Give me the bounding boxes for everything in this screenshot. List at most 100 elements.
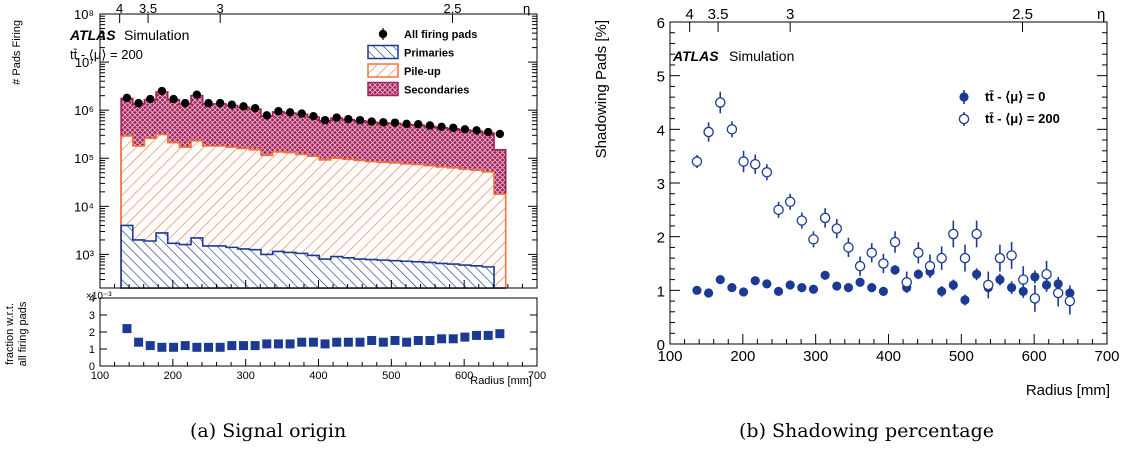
shadowing-point-mu200	[913, 247, 924, 259]
shadowing-point-mu0	[738, 287, 749, 297]
legend-label: All firing pads	[404, 29, 477, 41]
y-tick-label-b: 6	[657, 15, 665, 32]
fraction-point	[495, 329, 505, 339]
shadowing-point-mu200	[819, 212, 831, 224]
legend-label: Primaries	[404, 48, 454, 60]
shadowing-point-mu0	[785, 280, 795, 290]
shadowing-point-mu0	[820, 270, 830, 280]
fraction-ylabel-line1: fraction w.r.t.	[4, 303, 16, 365]
all-firing-pads-point	[472, 126, 481, 135]
shadowing-point-mu0	[972, 269, 982, 279]
radius-xlabel-a: Radius [mm]	[470, 375, 532, 387]
all-firing-pads-point	[367, 117, 376, 126]
all-firing-pads-point	[390, 118, 400, 127]
y-tick-label-b: 3	[657, 176, 665, 193]
shadowing-point-mu200	[1041, 268, 1052, 280]
caption-a: (a) Signal origin	[190, 420, 347, 442]
all-firing-pads-point	[344, 114, 353, 124]
shadowing-point-mu200	[901, 277, 912, 288]
legend-swatch-pile-up	[367, 63, 399, 78]
shadowing-point-mu200	[878, 258, 889, 269]
all-firing-pads-point	[146, 94, 155, 104]
primaries-histogram	[120, 224, 506, 289]
all-firing-pads-point	[204, 98, 213, 108]
fraction-panel: 0 1 2 3 4 100 200 300 400 500 600 700 ×10⁻³ fracti…	[4, 280, 546, 387]
x-tick-label-b: 100	[657, 348, 682, 365]
legend-label: Pile-up	[404, 66, 441, 78]
eta-tick-label: 3.5	[139, 1, 157, 16]
x-tick-label-b: 400	[876, 348, 901, 365]
x-tick-label: 300	[236, 370, 254, 382]
fraction-point	[460, 332, 470, 342]
fraction-point	[122, 324, 132, 334]
eta-axis-b: 4 3.5 3 2.5 η	[685, 6, 1105, 32]
fraction-point	[215, 342, 225, 352]
fraction-point	[402, 337, 412, 347]
all-firing-pads-point	[285, 108, 295, 117]
fraction-point	[320, 339, 330, 349]
shadowing-point-mu200	[784, 196, 796, 208]
y-tick-label-b: 1	[657, 283, 665, 300]
x-tick-label-b: 200	[730, 348, 755, 365]
all-firing-pads-point	[122, 93, 132, 103]
fraction-point	[297, 337, 307, 347]
all-firing-pads-point	[297, 109, 306, 118]
x-axis-ticks-a: 100 200 300 400 500 600 700	[91, 280, 546, 382]
shadowing-point-mu0	[867, 283, 877, 293]
x-tick-label: 700	[528, 370, 546, 382]
top-panel-y-ticks: 10³ 10⁴ 10⁵ 10⁶ 10⁷ 10⁸	[74, 7, 537, 289]
all-firing-pads-point	[495, 129, 505, 139]
shadowing-point-mu200	[959, 252, 971, 264]
all-firing-pads-point	[460, 125, 470, 134]
shadowing-point-mu200	[703, 126, 714, 138]
fraction-point	[472, 330, 482, 340]
eta-tick-label: 3	[217, 1, 224, 16]
fraction-point	[343, 337, 353, 347]
x-tick-label: 100	[91, 370, 109, 382]
pads-firing-ylabel: # Pads Firing	[11, 20, 23, 85]
shadowing-point-mu200	[831, 223, 843, 234]
shadowing-point-mu0	[1030, 272, 1040, 282]
shadowing-point-mu0	[913, 269, 923, 279]
fraction-points	[122, 324, 505, 352]
shadowing-percentage-chart: 100 200 300 400 500 600 700 0 1 2 3 4 5 6 4 3.5 3 2.5 η S…	[593, 6, 1120, 399]
all-firing-pads-point	[169, 94, 178, 104]
fraction-point	[413, 336, 423, 345]
shadowing-point-mu200	[1029, 293, 1041, 304]
bottom-y-tick-label: 0	[89, 361, 95, 373]
shadowing-point-mu200	[936, 252, 947, 264]
top-y-tick-label: 10³	[75, 247, 94, 262]
fraction-point	[425, 336, 435, 345]
legend-marker-mu0	[959, 92, 969, 102]
shadowing-point-mu0	[692, 285, 702, 295]
all-firing-pads-point	[262, 111, 271, 120]
shadowing-point-mu200	[983, 279, 994, 291]
fraction-point	[367, 336, 377, 345]
shadowing-point-mu200	[761, 167, 773, 178]
shadowing-point-mu200	[808, 234, 819, 245]
fraction-point	[250, 341, 260, 351]
all-firing-pads-point	[250, 103, 260, 113]
shadowing-point-mu0	[843, 283, 854, 293]
shadowing-point-mu200	[715, 97, 726, 108]
fraction-point	[134, 337, 144, 347]
shadowing-point-mu200	[1006, 250, 1017, 261]
top-y-tick-label: 10⁶	[74, 103, 94, 118]
fraction-point	[437, 334, 447, 344]
shadowing-point-mu200	[1052, 287, 1064, 299]
shadowing-points	[691, 91, 1076, 315]
shadowing-point-mu0	[960, 295, 970, 305]
process-label-a: tt̄ - ⟨μ⟩ = 200	[70, 47, 143, 62]
fraction-point	[145, 341, 155, 351]
simulation-label-b: Simulation	[729, 48, 794, 64]
shadowing-point-mu200	[749, 158, 761, 170]
shadowing-point-mu0	[797, 283, 807, 293]
shadowing-point-mu200	[994, 252, 1006, 264]
legend-b: tt̄ - ⟨μ⟩ = 0 tt̄ - ⟨μ⟩ = 200	[958, 89, 1060, 126]
y-tick-label-b: 2	[657, 230, 665, 247]
bottom-panel-y-ticks: 0 1 2 3 4	[89, 293, 537, 373]
top-y-tick-label: 10⁸	[74, 7, 94, 22]
x-tick-label-b: 300	[803, 348, 828, 365]
fraction-point	[355, 337, 365, 347]
eta-tick-label: 2.5	[443, 1, 461, 16]
